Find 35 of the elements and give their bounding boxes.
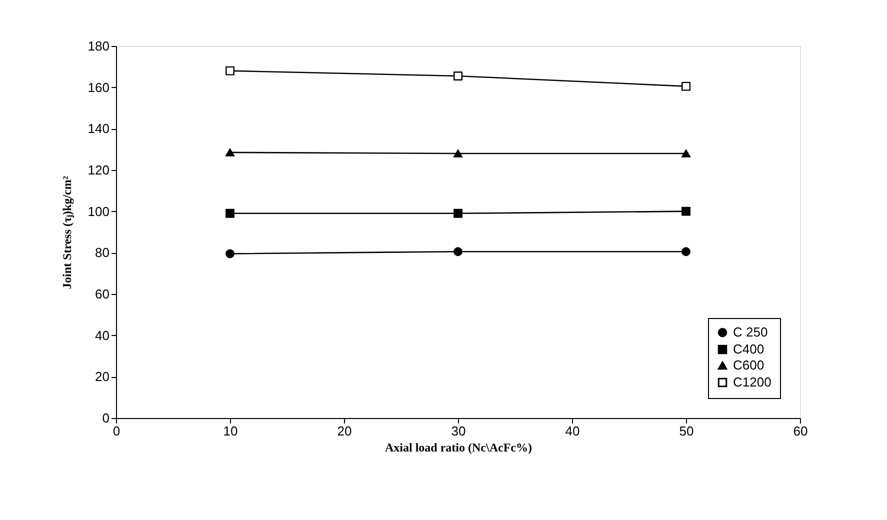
legend-label: C 250: [733, 324, 768, 340]
y-tick-label: 80: [95, 245, 110, 260]
point: [454, 71, 462, 80]
y-tick-label: 60: [95, 286, 110, 302]
point: [226, 66, 234, 76]
point: [454, 150, 462, 158]
point: [226, 148, 234, 156]
y-tick-label: 180: [88, 38, 110, 54]
x-tick-label: 10: [223, 424, 238, 438]
y-tick-label: 100: [88, 204, 110, 219]
x-tick-label: 0: [112, 424, 120, 438]
y-tick-label: 160: [88, 80, 110, 95]
point: [682, 82, 690, 91]
x-tick-label: 20: [337, 424, 352, 438]
y-tick-label: 120: [88, 162, 110, 178]
point: [226, 208, 234, 218]
point: [226, 249, 234, 258]
y-tick-label: 0: [102, 410, 110, 426]
y-tick-label: 20: [95, 369, 110, 384]
y-axis-title: Joint Stress (τⱼ)kg/cm²: [60, 176, 75, 289]
y-tick-label: 40: [95, 328, 110, 343]
x-tick-label: 40: [565, 424, 580, 438]
legend-label: C400: [733, 342, 764, 356]
point: [682, 150, 690, 158]
point: [682, 247, 690, 256]
point: [682, 206, 690, 216]
point: [454, 247, 462, 256]
legend-label: C600: [733, 358, 764, 372]
x-tick-label: 60: [793, 424, 808, 438]
x-tick-label: 50: [679, 424, 694, 438]
point: [454, 208, 462, 218]
y-tick-label: 140: [88, 121, 110, 136]
x-tick-label: 30: [451, 424, 466, 438]
x-axis-title: Axial load ratio (Nc\AcFc%): [385, 440, 532, 454]
legend-label: C1200: [733, 374, 772, 390]
